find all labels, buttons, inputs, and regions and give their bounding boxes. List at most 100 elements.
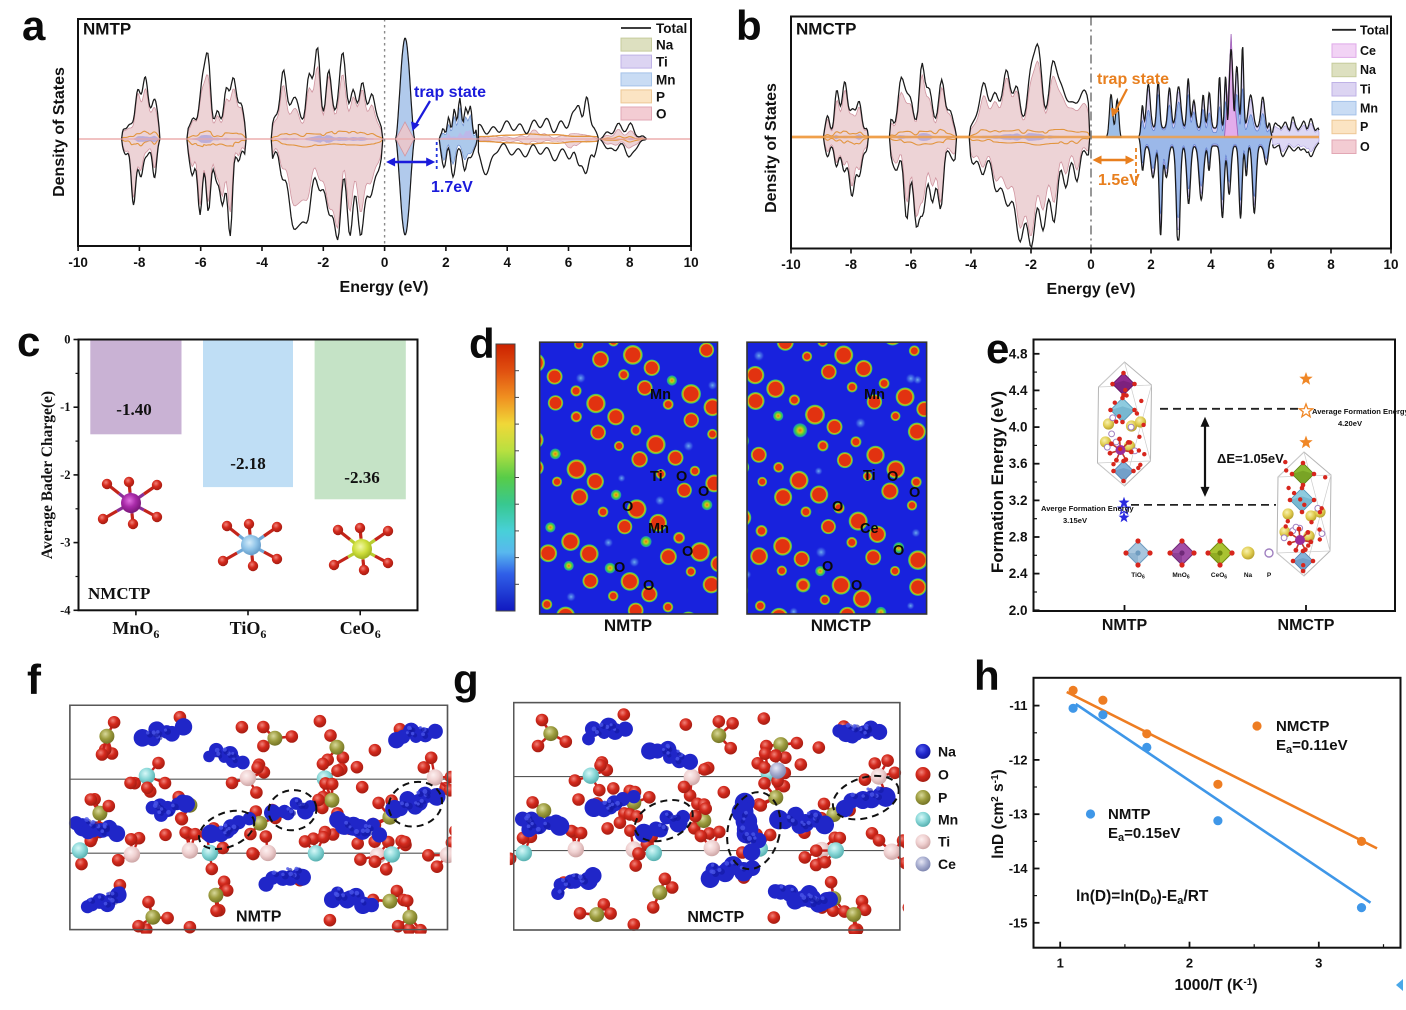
svg-text:NMCTP: NMCTP: [811, 616, 871, 635]
svg-text:Na: Na: [1360, 63, 1377, 77]
svg-text:4.20eV: 4.20eV: [1338, 419, 1363, 428]
svg-text:O: O: [622, 499, 633, 515]
svg-text:Mn: Mn: [864, 387, 885, 403]
svg-text:NMTP: NMTP: [604, 616, 652, 635]
svg-text:lnD (cm2 s-1): lnD (cm2 s-1): [990, 769, 1007, 858]
svg-text:Formation Energy (eV): Formation Energy (eV): [988, 391, 1007, 573]
svg-text:-10: -10: [68, 255, 88, 270]
svg-text:c: c: [17, 318, 40, 365]
svg-text:3.15eV: 3.15eV: [1063, 516, 1088, 525]
svg-text:Density of States: Density of States: [763, 83, 780, 213]
svg-text:-10: -10: [781, 257, 801, 272]
svg-text:10: 10: [1383, 257, 1398, 272]
svg-text:-4: -4: [256, 255, 268, 270]
svg-text:-3: -3: [60, 536, 70, 550]
svg-text:a: a: [22, 2, 46, 49]
svg-text:P: P: [1360, 120, 1368, 134]
svg-text:6: 6: [565, 255, 573, 270]
svg-text:g: g: [453, 656, 479, 703]
svg-text:-2: -2: [317, 255, 329, 270]
svg-text:-8: -8: [845, 257, 857, 272]
svg-text:Ce: Ce: [860, 521, 879, 537]
svg-text:e: e: [986, 325, 1009, 372]
svg-text:MnO6: MnO6: [1172, 572, 1189, 581]
svg-text:2: 2: [442, 255, 450, 270]
svg-text:f: f: [27, 656, 42, 703]
svg-text:P: P: [1267, 572, 1272, 579]
svg-text:Ce: Ce: [938, 856, 956, 872]
svg-text:MnO6: MnO6: [112, 618, 159, 641]
svg-text:0: 0: [64, 333, 70, 347]
svg-text:-11: -11: [1009, 698, 1027, 713]
svg-text:-2.18: -2.18: [230, 454, 265, 473]
svg-text:O: O: [656, 107, 667, 122]
svg-text:h: h: [974, 652, 1000, 699]
svg-text:1.5eV: 1.5eV: [1098, 172, 1140, 189]
svg-text:O: O: [822, 559, 833, 575]
svg-text:TiO6: TiO6: [230, 618, 267, 641]
svg-text:NMCTP: NMCTP: [1276, 718, 1329, 735]
svg-text:P: P: [656, 89, 665, 104]
svg-text:TiO6: TiO6: [1131, 572, 1145, 581]
svg-text:O: O: [1360, 140, 1370, 154]
svg-text:Mn: Mn: [938, 811, 958, 827]
svg-text:O: O: [909, 485, 920, 501]
svg-text:3: 3: [1315, 956, 1322, 971]
svg-text:Average Bader Charge(e): Average Bader Charge(e): [39, 391, 56, 559]
svg-text:6: 6: [1267, 257, 1275, 272]
svg-text:O: O: [676, 469, 687, 485]
svg-text:-1.40: -1.40: [116, 400, 151, 419]
svg-text:CeO6: CeO6: [1211, 572, 1227, 581]
svg-text:Density of States: Density of States: [51, 67, 68, 197]
svg-text:Mn: Mn: [656, 72, 676, 87]
svg-text:10: 10: [684, 255, 699, 270]
svg-text:trap state: trap state: [1097, 71, 1169, 88]
svg-text:O: O: [851, 578, 862, 594]
svg-text:-4: -4: [965, 257, 977, 272]
svg-text:Ti: Ti: [938, 834, 950, 850]
svg-text:NMTP: NMTP: [1102, 617, 1148, 634]
svg-text:4: 4: [1207, 257, 1215, 272]
svg-text:O: O: [614, 560, 625, 576]
svg-text:-6: -6: [195, 255, 207, 270]
svg-text:NMTP: NMTP: [83, 20, 131, 39]
svg-text:4.8: 4.8: [1009, 346, 1028, 361]
svg-text:Ti: Ti: [863, 468, 876, 484]
svg-text:0: 0: [381, 255, 389, 270]
svg-text:-13: -13: [1009, 807, 1028, 822]
svg-text:O: O: [938, 767, 949, 783]
svg-text:1: 1: [1057, 956, 1064, 971]
svg-text:2: 2: [1186, 956, 1193, 971]
svg-text:d: d: [469, 320, 495, 367]
svg-text:-6: -6: [905, 257, 917, 272]
svg-text:P: P: [938, 790, 947, 806]
svg-text:O: O: [893, 543, 904, 559]
svg-text:1.7eV: 1.7eV: [431, 179, 473, 196]
svg-text:NMCTP: NMCTP: [88, 584, 150, 603]
svg-text:4: 4: [503, 255, 511, 270]
svg-text:b: b: [736, 2, 762, 49]
svg-text:-4: -4: [60, 603, 71, 617]
svg-text:O: O: [698, 484, 709, 500]
svg-text:3.6: 3.6: [1009, 456, 1028, 471]
svg-text:Total: Total: [656, 21, 687, 36]
svg-text:1000/T (K-1): 1000/T (K-1): [1175, 977, 1258, 994]
svg-text:4.0: 4.0: [1009, 420, 1028, 435]
svg-text:NMCTP: NMCTP: [1278, 617, 1335, 634]
svg-text:4.4: 4.4: [1009, 383, 1028, 398]
svg-text:NMTP: NMTP: [1108, 806, 1151, 823]
svg-text:Energy (eV): Energy (eV): [1047, 281, 1136, 298]
svg-text:Averge Formation Energy: Averge Formation Energy: [1041, 504, 1134, 513]
svg-text:Ti: Ti: [650, 469, 663, 485]
svg-text:2.4: 2.4: [1009, 566, 1028, 581]
svg-text:2: 2: [1147, 257, 1155, 272]
svg-text:O: O: [682, 544, 693, 560]
svg-text:2.8: 2.8: [1009, 530, 1028, 545]
svg-text:O: O: [832, 499, 843, 515]
svg-text:ΔE=1.05eV: ΔE=1.05eV: [1217, 451, 1284, 466]
svg-text:O: O: [643, 578, 654, 594]
svg-text:-15: -15: [1009, 915, 1028, 930]
svg-text:-2: -2: [60, 468, 70, 482]
svg-text:Mn: Mn: [1360, 101, 1378, 115]
svg-text:Ti: Ti: [1360, 83, 1371, 97]
